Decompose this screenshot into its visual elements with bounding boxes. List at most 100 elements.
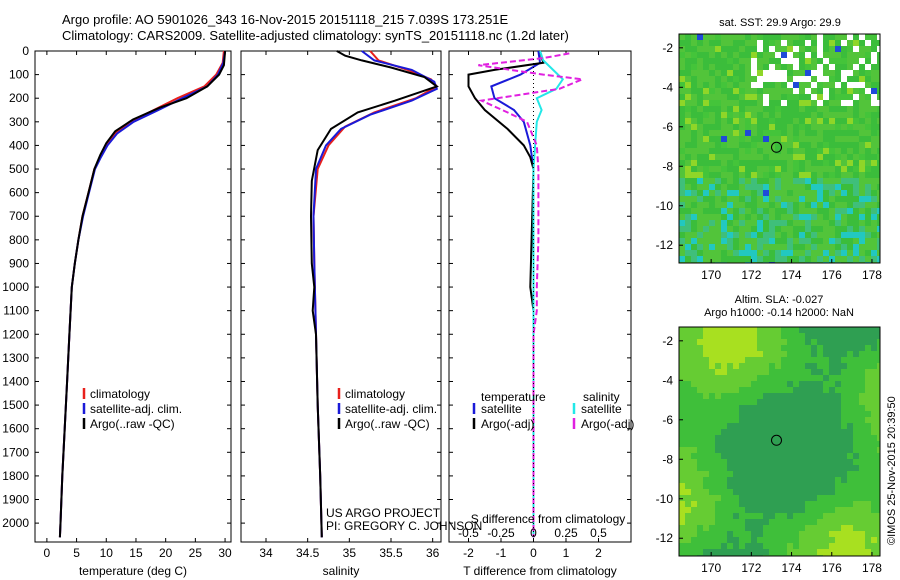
- sla-map-cell: [685, 447, 691, 453]
- sst-map-cell: [721, 112, 727, 118]
- sla-map-cell: [751, 465, 757, 471]
- sst-map-cell: [679, 130, 685, 136]
- sst-map-cell: [865, 196, 871, 202]
- sla-map-cell: [679, 477, 685, 483]
- sst-map-cell: [733, 58, 739, 64]
- sst-map-cell: [835, 34, 841, 40]
- sla-map-cell: [769, 537, 775, 543]
- sst-map-cell: [733, 214, 739, 220]
- sla-map-cell: [715, 495, 721, 501]
- sla-map-cell: [865, 513, 871, 519]
- sst-map-cell: [823, 40, 829, 46]
- sst-map-cell: [877, 232, 880, 238]
- sst-map-cell: [685, 208, 691, 214]
- sst-map-cell: [805, 64, 811, 70]
- sla-map-cell: [847, 399, 853, 405]
- sla-map-cell: [817, 351, 823, 357]
- sst-map-cell: [679, 172, 685, 178]
- sst-map-cell: [709, 226, 715, 232]
- salinity-legend-label: Argo(..raw -QC): [345, 417, 430, 431]
- sla-map-cell: [697, 495, 703, 501]
- sst-map-cell: [763, 226, 769, 232]
- sst-map-cell: [775, 244, 781, 250]
- sla-map-cell: [823, 519, 829, 525]
- sla-map-cell: [685, 543, 691, 549]
- sst-map-cell: [847, 52, 853, 58]
- sst-map-cell: [721, 142, 727, 148]
- sst-map-cell: [847, 160, 853, 166]
- sst-map-cell: [733, 220, 739, 226]
- sst-map-cell: [781, 184, 787, 190]
- sst-map-cell: [859, 202, 865, 208]
- sst-map-cell: [823, 166, 829, 172]
- sst-map-cell: [853, 100, 859, 106]
- sst-map-cell: [811, 166, 817, 172]
- sst-map-cell: [871, 202, 877, 208]
- sst-map-cell: [811, 58, 817, 64]
- sla-map-cell: [817, 441, 823, 447]
- sla-map-cell: [811, 411, 817, 417]
- sla-map-cell: [709, 333, 715, 339]
- sla-map-cell: [817, 345, 823, 351]
- sla-map-cell: [757, 447, 763, 453]
- sst-map-cell: [871, 40, 877, 46]
- sst-map-cell: [697, 34, 703, 40]
- sst-map-cell: [799, 34, 805, 40]
- sla-map-cell: [841, 357, 847, 363]
- sst-map-cell: [751, 94, 757, 100]
- sla-map-cell: [805, 447, 811, 453]
- sst-map-cell: [775, 82, 781, 88]
- sst-map-cell: [829, 214, 835, 220]
- sla-map-cell: [763, 411, 769, 417]
- sst-map-cell: [871, 118, 877, 124]
- sst-map-cell: [751, 58, 757, 64]
- sst-map-cell: [739, 70, 745, 76]
- sla-map-cell: [697, 387, 703, 393]
- sla-map-cell: [775, 405, 781, 411]
- sla-map-cell: [859, 333, 865, 339]
- sst-map-cell: [841, 154, 847, 160]
- sla-map-cell: [823, 465, 829, 471]
- sla-map-cell: [787, 465, 793, 471]
- sla-map-cell: [733, 531, 739, 537]
- sla-map-cell: [709, 507, 715, 513]
- sla-map-cell: [703, 471, 709, 477]
- sst-map-cell: [787, 178, 793, 184]
- sla-map-cell: [751, 387, 757, 393]
- sst-map-cell: [853, 172, 859, 178]
- sst-map-cell: [745, 46, 751, 52]
- sla-map-cell: [835, 507, 841, 513]
- sla-map-cell: [787, 417, 793, 423]
- sst-map-cell: [745, 106, 751, 112]
- sla-map-cell: [703, 441, 709, 447]
- sla-map-cell: [751, 405, 757, 411]
- sla-map-cell: [721, 417, 727, 423]
- sst-map-cell: [787, 70, 793, 76]
- sst-map-cell: [811, 94, 817, 100]
- sla-map-cell: [739, 549, 745, 555]
- sst-map-cell: [811, 214, 817, 220]
- sst-map-cell: [847, 76, 853, 82]
- sla-map-cell: [727, 441, 733, 447]
- sst-map-cell: [703, 82, 709, 88]
- salinity-legend-label: satellite-adj. clim.: [345, 402, 437, 416]
- sla-map-cell: [745, 417, 751, 423]
- sst-map-cell: [685, 124, 691, 130]
- sst-map-cell: [727, 256, 733, 262]
- sla-map-cell: [859, 339, 865, 345]
- sst-map-cell: [703, 226, 709, 232]
- sst-map-cell: [721, 166, 727, 172]
- sla-map-cell: [805, 477, 811, 483]
- sst-map-cell: [685, 94, 691, 100]
- depth-tick-label: 300: [9, 115, 29, 129]
- sla-map-cell: [721, 495, 727, 501]
- sla-map-cell: [871, 375, 877, 381]
- sst-map-cell: [841, 238, 847, 244]
- sla-map-cell: [715, 375, 721, 381]
- sst-map-cell: [865, 256, 871, 262]
- sst-map-cell: [745, 142, 751, 148]
- sst-map-cell: [697, 178, 703, 184]
- sla-map-cell: [715, 519, 721, 525]
- sst-map-cell: [763, 220, 769, 226]
